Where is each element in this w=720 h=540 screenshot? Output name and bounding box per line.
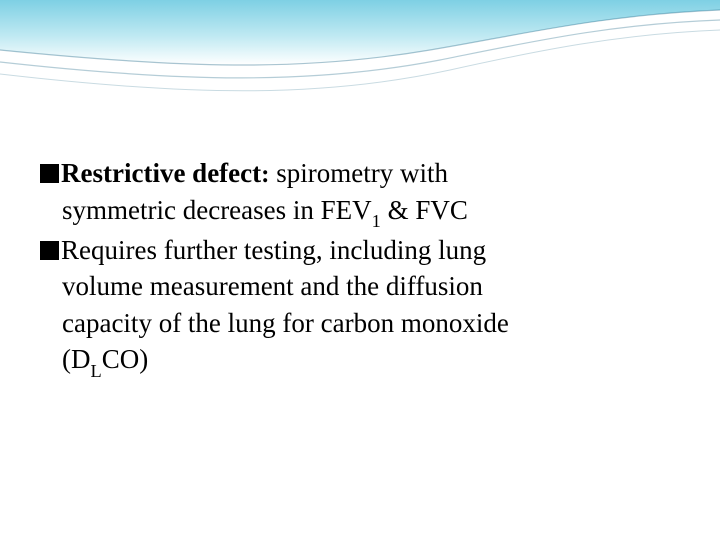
bullet-1-line-1: Restrictive defect: spirometry with xyxy=(40,155,680,192)
bullet-1-rest: spirometry with xyxy=(269,158,447,188)
subscript-1: 1 xyxy=(372,211,381,231)
slide-body: Restrictive defect: spirometry with symm… xyxy=(40,155,680,381)
bullet-2-line-1: Requires further testing, including lung xyxy=(40,232,680,268)
bullet-box-icon xyxy=(40,164,59,183)
bullet-box-icon xyxy=(40,241,59,260)
text-volume: volume measurement and the diffusion xyxy=(62,271,483,301)
text-requires: Requires further testing, including lung xyxy=(61,235,486,265)
bullet-1-line-2: symmetric decreases in FEV1 & FVC xyxy=(40,192,680,232)
text-fev-a: symmetric decreases in FEV xyxy=(62,195,372,225)
text-dlco-b: CO) xyxy=(102,344,149,374)
bullet-2-line-2: volume measurement and the diffusion xyxy=(40,268,680,304)
text-fev-b: & FVC xyxy=(381,195,468,225)
subscript-L: L xyxy=(91,361,102,381)
wave-svg xyxy=(0,0,720,120)
term-restrictive-defect: Restrictive defect xyxy=(61,158,261,188)
bullet-2-line-4: (DLCO) xyxy=(40,341,680,381)
text-dlco-a: (D xyxy=(62,344,91,374)
decorative-wave xyxy=(0,0,720,120)
text-capacity: capacity of the lung for carbon monoxide xyxy=(62,308,509,338)
bullet-2-line-3: capacity of the lung for carbon monoxide xyxy=(40,305,680,341)
